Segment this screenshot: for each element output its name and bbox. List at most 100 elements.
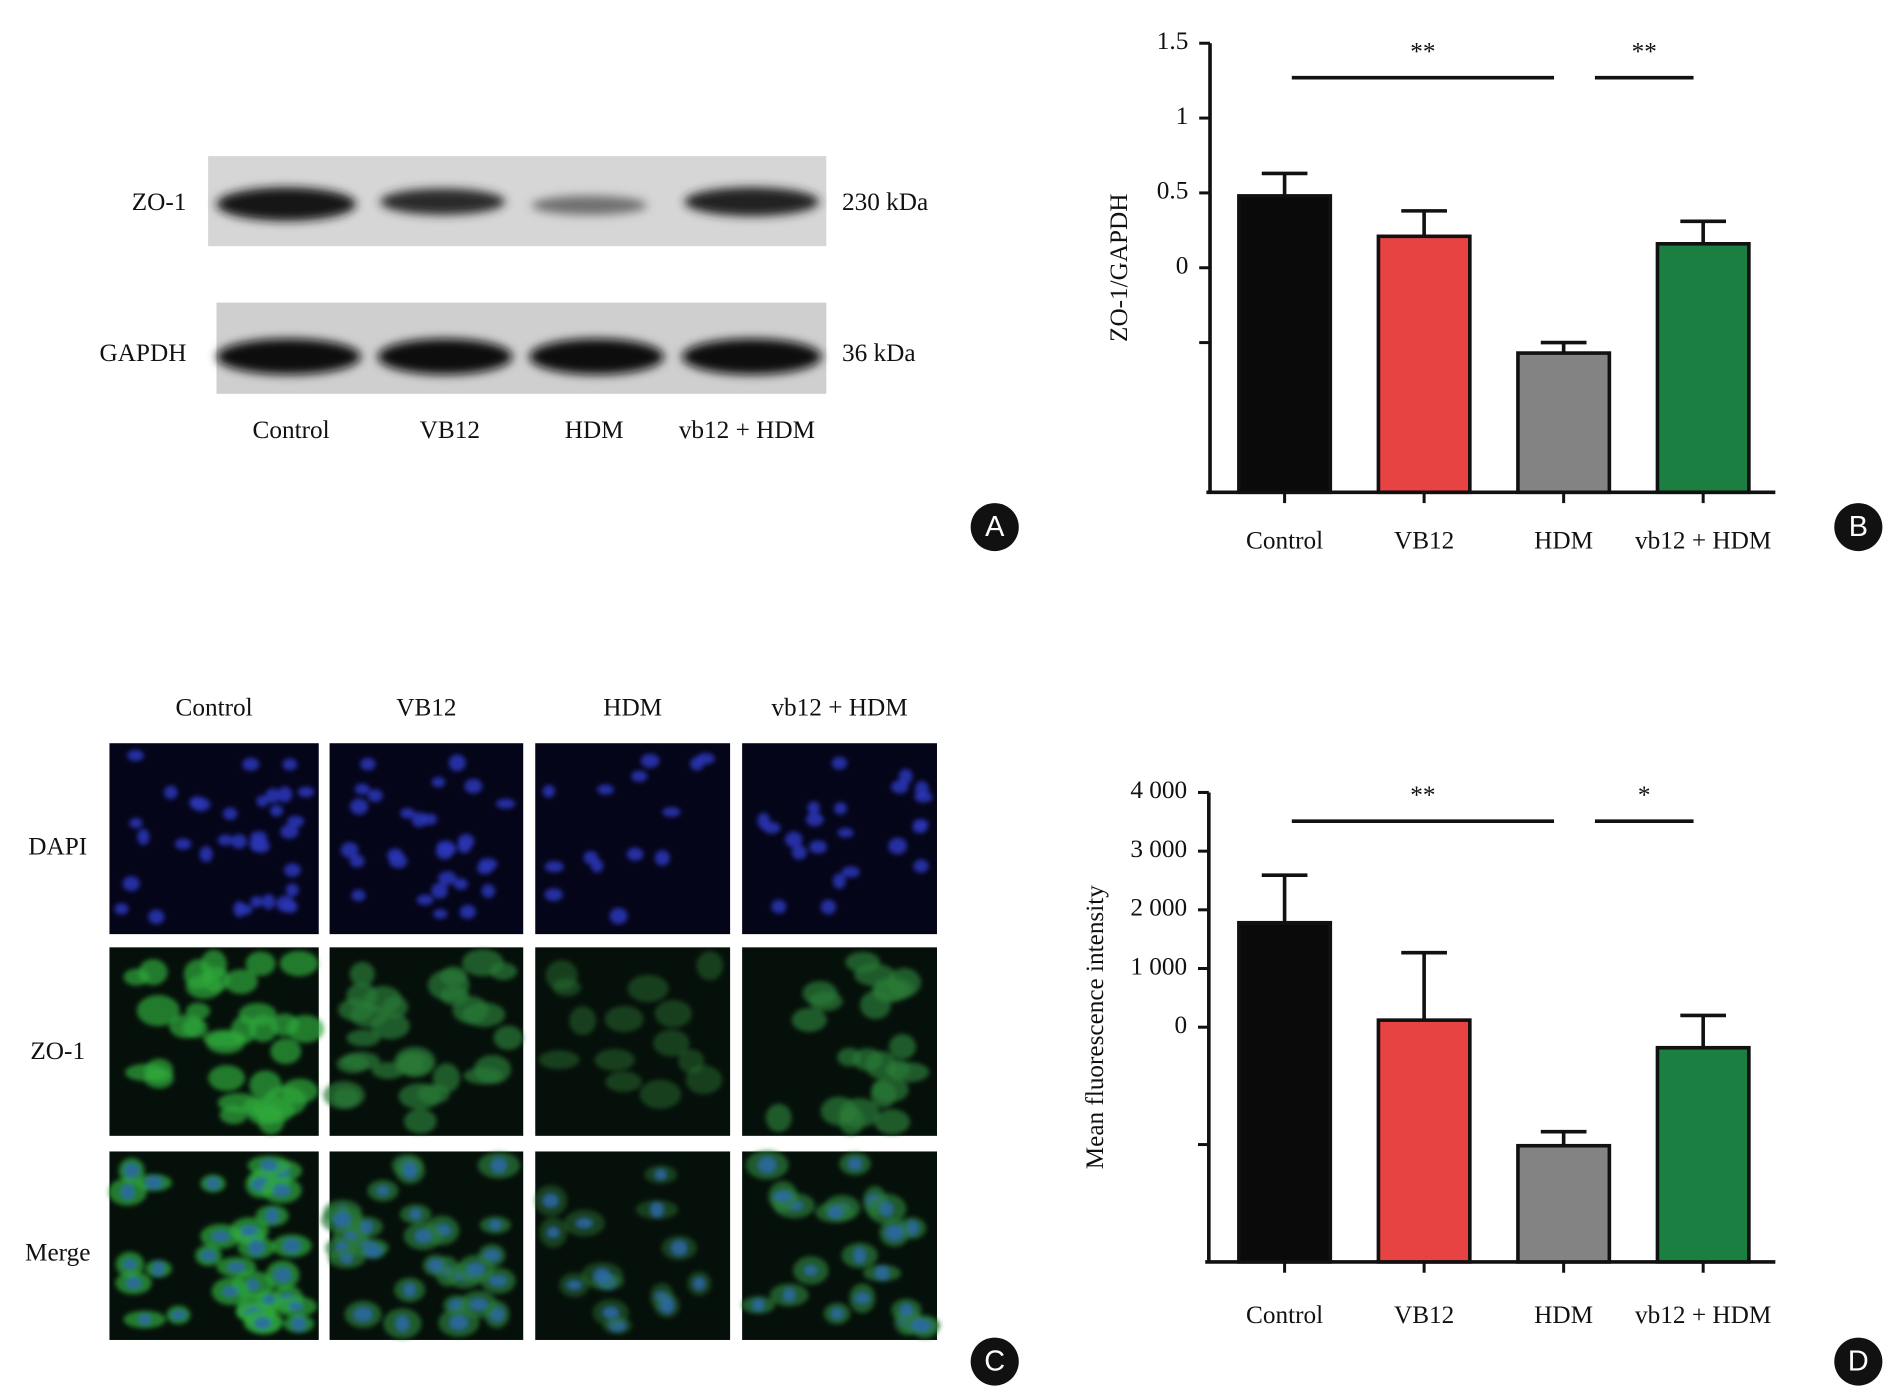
nucleus [459,904,476,919]
cell [538,1050,580,1070]
cell [696,951,724,981]
nucleus [640,753,660,768]
cell [653,1029,690,1057]
column-label: Control [176,694,253,721]
cell [336,1054,370,1074]
nucleus [285,883,299,897]
nucleus [427,1258,444,1273]
nucleus [364,1243,382,1258]
nucleus [282,758,298,771]
cell [765,1103,792,1133]
cell [257,1104,285,1135]
nucleus [690,757,705,771]
cell [138,959,168,986]
nucleus [416,894,434,906]
nucleus [360,1220,374,1234]
nucleus [888,837,908,855]
cell [224,969,258,995]
cell [604,1005,644,1033]
nucleus [245,1279,260,1291]
nucleus [227,1262,246,1273]
row-label: DAPI [28,834,87,861]
cell [169,1014,203,1039]
cell [417,1084,450,1104]
nucleus [262,893,276,910]
nucleus [148,909,165,925]
y-tick-label: 1 000 [1130,953,1187,980]
cell [493,1025,524,1050]
nucleus [433,909,448,919]
cell [364,985,402,1014]
nucleus [282,1238,301,1254]
cells [108,1155,317,1335]
micrograph [329,743,524,935]
nucleus [340,842,359,858]
y-tick-label: 1.5 [1157,28,1189,55]
nucleus [440,845,457,855]
nucleus [395,1315,410,1332]
significance-label: ** [1632,38,1657,65]
nucleus [276,895,295,912]
nucleus [542,784,555,798]
nucleus [280,824,299,839]
x-tick-label: VB12 [1394,1302,1454,1329]
nucleus [242,757,260,771]
cell [439,966,468,986]
nucleus [853,1247,866,1264]
nucleus [807,801,820,815]
cell [854,963,896,987]
x-tick-label: vb12 + HDM [1635,528,1771,555]
cell [888,1034,917,1060]
nucleus [349,854,365,868]
nucleus [403,1162,417,1180]
nucleus [388,853,408,869]
nucleus [164,785,178,800]
lane-label: HDM [565,417,624,444]
nucleus [597,784,614,795]
nucleus [421,813,438,825]
bar [1655,1045,1751,1264]
nucleus [265,1207,280,1224]
nucleus [874,1265,890,1281]
x-tick-label: Control [1246,528,1323,555]
nucleus [546,1226,560,1239]
y-tick-label: 4 000 [1130,777,1187,804]
cell [462,949,504,977]
nucleus [488,1275,508,1287]
nucleus [265,788,281,803]
nucleus [189,796,204,809]
nucleus [240,1225,259,1236]
cell [462,1002,506,1027]
nucleus [289,1301,303,1312]
nucleus [349,798,369,815]
nucleus [762,821,781,834]
y-tick-label: 3 000 [1130,836,1187,863]
nucleus [233,901,246,918]
cell [678,1049,705,1074]
nucleus [431,882,448,899]
nucleus [284,863,301,878]
nucleus [120,1183,135,1200]
column-label: vb12 + HDM [771,694,907,721]
cell [270,1038,302,1065]
nucleus [805,812,824,827]
nucleus [496,798,516,809]
nucleus [354,783,370,795]
nucleus [273,1267,292,1283]
nucleus [248,1239,265,1256]
x-tick-label: VB12 [1394,528,1454,555]
nucleus [834,802,847,815]
nucleus [542,1193,559,1208]
cell [569,1006,597,1036]
y-tick-label: 0 [1175,1012,1188,1039]
nucleus [544,888,563,902]
cell [605,1071,642,1093]
nucleus [137,828,150,845]
column-label: VB12 [396,694,456,721]
nucleus [913,859,929,873]
band-label: ZO-1 [132,189,187,216]
significance-label: ** [1410,38,1435,65]
cell [281,1078,319,1104]
nucleus [376,1185,390,1196]
cell [136,995,180,1027]
